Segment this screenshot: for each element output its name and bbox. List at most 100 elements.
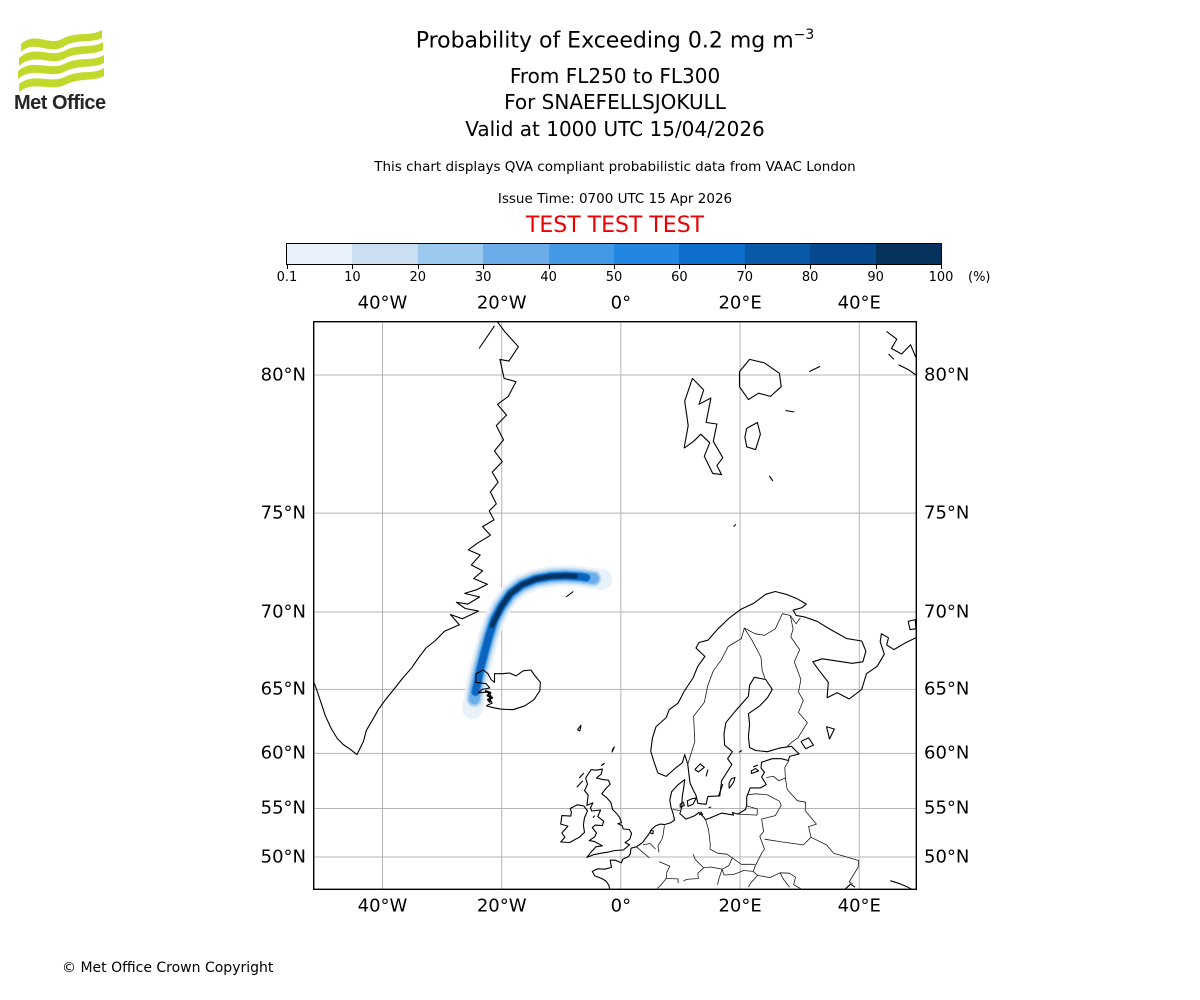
border-sweden-finland: [743, 627, 766, 679]
border-belgium-france: [636, 846, 650, 859]
border-baltics-belarus: [761, 801, 782, 820]
border-switzerland-france: [657, 878, 667, 889]
colorbar-segment: [614, 244, 680, 264]
copyright-text: © Met Office Crown Copyright: [62, 960, 274, 976]
coastline-ijsselmeer: [649, 829, 654, 835]
coastline-edgeoya: [744, 421, 761, 451]
colorbar-tick-label: 0.1: [276, 270, 298, 285]
border-norway-sweden: [687, 627, 745, 765]
colorbar-tick: [417, 265, 419, 269]
map-svg: [311, 315, 917, 890]
border-slovakia-hungary: [721, 869, 754, 876]
border-norway-finland: [744, 613, 801, 636]
colorbar-tick: [679, 265, 681, 269]
coastline-oland: [718, 783, 724, 797]
border-ukraine-romania-moldova: [757, 872, 802, 890]
border-belarus-ukraine: [764, 837, 812, 846]
border-ukraine-russia: [810, 836, 860, 885]
colorbar-tick-label: 10: [344, 270, 361, 285]
coastline-caspian-nw: [890, 880, 912, 890]
met-office-logo: [14, 27, 106, 93]
ash-plume-layer: [472, 572, 590, 696]
lon-tick-label-top: 40°W: [357, 292, 408, 314]
colorbar-tick-label: 70: [736, 270, 754, 285]
coastline-nordaustlandet: [738, 358, 782, 401]
border-hungary-romania: [748, 875, 758, 888]
coastline-spitsbergen: [683, 377, 724, 476]
coastline-hiiumaa: [753, 764, 759, 768]
border-poland-germany: [705, 819, 711, 850]
coastline-azov-tip: [844, 883, 856, 890]
border-netherlands-germany: [657, 825, 665, 847]
border-czech-austria: [703, 866, 723, 870]
lat-tick-label-left: 60°N: [260, 742, 306, 764]
border-czech-germany: [692, 854, 704, 869]
coastline-isle-of-man: [592, 815, 596, 818]
coastline-orkney: [600, 762, 605, 767]
lat-tick-label-right: 55°N: [924, 797, 970, 819]
subtitle-volcano: For SNAEFELLSJOKULL: [504, 90, 726, 114]
coastline-kvitoya: [808, 365, 821, 373]
coastline-vattern: [705, 769, 709, 777]
lat-tick-label-right: 60°N: [924, 742, 970, 764]
border-estonia-russia: [784, 760, 790, 779]
border-poland-kaliningrad: [738, 813, 758, 816]
lon-tick-label-bottom: 40°E: [837, 895, 881, 917]
lat-tick-label-right: 80°N: [924, 364, 970, 386]
border-slovakia-ukraine: [752, 865, 756, 872]
colorbar-tick-label: 80: [801, 270, 819, 285]
border-moldova-romania: [779, 872, 790, 888]
colorbar-tick: [352, 265, 354, 269]
coastline-onega: [825, 726, 835, 740]
coastline-saaremaa: [750, 767, 760, 775]
border-poland-belarus: [759, 819, 765, 850]
lon-tick-label-bottom: 0°: [610, 895, 632, 917]
colorbar-segment: [875, 244, 942, 264]
colorbar-tick-label: 30: [474, 270, 492, 285]
colorbar-segment: [352, 244, 418, 264]
colorbar-tick-label: 40: [540, 270, 557, 285]
coastline-great-britain: [583, 768, 633, 858]
test-banner: TEST TEST TEST: [525, 213, 705, 238]
probability-colorbar: [286, 243, 942, 265]
coastline-funen: [679, 801, 685, 808]
coastline-iceland: [474, 669, 541, 711]
title-exponent: −3: [793, 27, 815, 43]
qva-note: This chart displays QVA compliant probab…: [374, 159, 856, 175]
colorbar-tick-label: 90: [867, 270, 884, 285]
lat-tick-label-left: 50°N: [260, 846, 306, 868]
map-panel: [311, 315, 917, 890]
border-poland-ukraine: [755, 848, 765, 866]
coastline-rugen: [698, 811, 704, 816]
colorbar-segment: [548, 244, 615, 264]
lat-tick-label-right: 75°N: [924, 502, 970, 524]
coastline-bear-island: [733, 523, 737, 528]
coastline-hebrides-south: [576, 780, 584, 788]
border-poland-slovakia: [732, 857, 756, 866]
lat-tick-label-left: 55°N: [260, 797, 306, 819]
lon-tick-label-bottom: 20°E: [718, 895, 762, 917]
issue-time: Issue Time: 0700 UTC 15 Apr 2026: [497, 191, 733, 207]
border-czech-slovakia: [722, 857, 733, 870]
map-frame: [312, 320, 917, 890]
lon-tick-label-top: 20°W: [476, 292, 527, 314]
coastline-aland: [738, 750, 743, 753]
lat-tick-label-left: 75°N: [260, 502, 306, 524]
border-hungary-ukraine: [752, 871, 758, 876]
colorbar-tick: [810, 265, 812, 269]
colorbar-segment: [679, 244, 745, 264]
coastline-hebrides-lewis: [578, 772, 585, 779]
coastline-greenland: [311, 315, 519, 756]
colorbar-tick-label: 50: [605, 270, 623, 285]
colorbar-tick-label: 100: [928, 270, 954, 285]
coastline-kolguev: [907, 619, 917, 631]
border-netherlands-belgium: [642, 843, 656, 850]
colorbar-tick: [941, 265, 942, 269]
lon-tick-label-bottom: 20°W: [476, 895, 527, 917]
coastline-european-mainland: [591, 590, 917, 890]
met-office-wordmark: Met Office: [14, 92, 106, 114]
subtitle-flight-levels: From FL250 to FL300: [509, 64, 721, 88]
lat-tick-label-right: 70°N: [924, 601, 970, 623]
lat-tick-label-right: 50°N: [924, 846, 970, 868]
